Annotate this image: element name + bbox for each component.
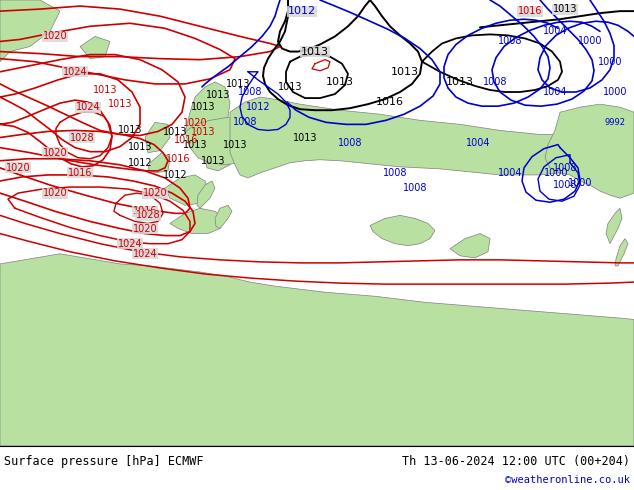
Polygon shape [0, 0, 60, 62]
Text: 1004: 1004 [498, 168, 522, 178]
Text: 1013: 1013 [163, 127, 187, 138]
Text: 1000: 1000 [568, 178, 592, 188]
Text: ©weatheronline.co.uk: ©weatheronline.co.uk [505, 475, 630, 485]
Text: 1012: 1012 [246, 102, 270, 112]
Text: 1008: 1008 [553, 180, 577, 190]
Text: 1008: 1008 [383, 168, 407, 178]
Text: 1004: 1004 [543, 87, 567, 97]
Text: 1000: 1000 [544, 168, 568, 178]
Text: 1004: 1004 [543, 26, 567, 36]
Text: 1013: 1013 [293, 132, 317, 143]
Text: 1024: 1024 [133, 249, 157, 259]
Text: 1020: 1020 [183, 119, 207, 128]
Text: 1013: 1013 [93, 85, 117, 95]
Text: 1016: 1016 [376, 97, 404, 107]
Polygon shape [145, 122, 170, 153]
Polygon shape [230, 97, 634, 178]
Text: 1024: 1024 [118, 239, 142, 249]
Text: 1008: 1008 [553, 163, 577, 173]
Text: Surface pressure [hPa] ECMWF: Surface pressure [hPa] ECMWF [4, 455, 204, 468]
Polygon shape [606, 208, 622, 244]
Text: 1008: 1008 [233, 117, 257, 127]
Polygon shape [0, 254, 634, 446]
Polygon shape [197, 181, 215, 208]
Polygon shape [205, 143, 235, 171]
Text: 1024: 1024 [75, 102, 100, 112]
Text: 1008: 1008 [498, 36, 522, 47]
Polygon shape [215, 205, 232, 228]
Text: 1013: 1013 [446, 77, 474, 87]
Polygon shape [80, 36, 110, 59]
Text: 1020: 1020 [42, 188, 67, 198]
Polygon shape [185, 117, 270, 165]
Polygon shape [615, 239, 628, 266]
Text: 1020: 1020 [42, 147, 67, 158]
Polygon shape [148, 153, 170, 173]
Text: 1020: 1020 [42, 31, 67, 41]
Text: 1028: 1028 [136, 210, 160, 221]
Text: 1013: 1013 [206, 90, 230, 100]
Text: 1013: 1013 [223, 140, 247, 149]
Text: 1008: 1008 [403, 183, 427, 193]
Text: 1008: 1008 [238, 87, 262, 97]
Text: 1000: 1000 [578, 36, 602, 47]
Text: 1020: 1020 [133, 223, 157, 234]
Text: 1013: 1013 [108, 99, 133, 109]
Text: 1013: 1013 [183, 140, 207, 149]
Text: 1012: 1012 [288, 6, 316, 16]
Polygon shape [170, 208, 225, 234]
Polygon shape [450, 234, 490, 258]
Text: 1012: 1012 [127, 158, 152, 168]
Text: 1008: 1008 [482, 77, 507, 87]
Text: 1020: 1020 [6, 163, 30, 173]
Text: 1013: 1013 [278, 82, 302, 92]
Text: 1016: 1016 [133, 206, 157, 216]
Polygon shape [165, 175, 210, 205]
Text: 1008: 1008 [338, 138, 362, 147]
Polygon shape [370, 216, 435, 245]
Text: 1013: 1013 [391, 67, 419, 77]
Text: 9992: 9992 [604, 118, 626, 127]
Text: 1016: 1016 [68, 168, 93, 178]
Text: 1028: 1028 [70, 132, 94, 143]
Text: Th 13-06-2024 12:00 UTC (00+204): Th 13-06-2024 12:00 UTC (00+204) [402, 455, 630, 468]
Text: 1024: 1024 [63, 67, 87, 77]
Text: 1013: 1013 [201, 156, 225, 166]
Text: 1013: 1013 [226, 79, 250, 89]
Text: 1020: 1020 [143, 188, 167, 198]
Text: 1013: 1013 [191, 127, 216, 138]
Text: 1013: 1013 [191, 102, 216, 112]
Text: 1016: 1016 [174, 135, 198, 145]
Text: 1013: 1013 [127, 142, 152, 151]
Text: 1013: 1013 [118, 125, 142, 135]
Text: 1012: 1012 [163, 170, 187, 180]
Text: 1000: 1000 [603, 87, 627, 97]
Text: 1013: 1013 [301, 47, 329, 56]
Text: 1016: 1016 [165, 154, 190, 164]
Text: 1000: 1000 [598, 57, 622, 67]
Text: 1013: 1013 [326, 77, 354, 87]
Polygon shape [545, 104, 634, 198]
Text: 1004: 1004 [466, 138, 490, 147]
Text: 1016: 1016 [518, 6, 542, 16]
Text: 1013: 1013 [553, 4, 577, 14]
Polygon shape [185, 82, 230, 145]
